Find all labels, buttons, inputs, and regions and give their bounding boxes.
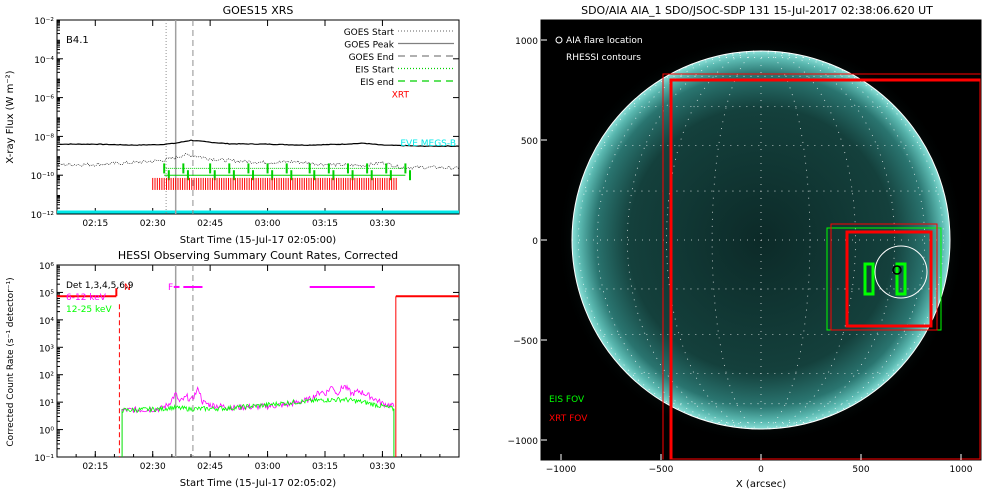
goes-x-axis: 02:15 02:30 02:45 03:00 03:15 03:30 bbox=[56, 20, 460, 229]
hessi-y-axis: 10⁻¹ 10⁰ 10¹ 10² 10³ 10⁴ 10⁵ 10⁶ bbox=[34, 262, 459, 464]
x-tick-label: 02:30 bbox=[140, 462, 166, 472]
y-tick-label: 10⁶ bbox=[39, 262, 54, 272]
flare-location-legend-icon bbox=[555, 36, 563, 44]
y-tick-label: 10⁴ bbox=[39, 317, 54, 327]
aia-legend-fov: XRT FOV bbox=[549, 414, 588, 424]
x-tick-label: 02:45 bbox=[197, 462, 223, 472]
aia-y-tick-label: −1000 bbox=[508, 437, 539, 447]
hessi-title: HESSI Observing Summary Count Rates, Cor… bbox=[118, 249, 398, 262]
aia-x-tick-label: −1000 bbox=[546, 465, 577, 475]
goes-legend-label: XRT bbox=[392, 91, 410, 101]
x-tick-label: 02:30 bbox=[140, 219, 166, 229]
y-tick-label: 10⁵ bbox=[39, 289, 54, 299]
xrt-fov-left-edge bbox=[669, 78, 981, 460]
hessi-x-axis: 02:15 02:30 02:45 03:00 03:15 03:30 bbox=[56, 265, 460, 472]
aia-flare-location bbox=[892, 265, 902, 275]
heliographic-grid bbox=[572, 50, 950, 430]
goes-legend: GOES Start GOES Peak GOES End EIS Start EIS … bbox=[344, 28, 454, 101]
y-tick-label: 10⁻⁴ bbox=[34, 56, 54, 66]
goes-title: GOES15 XRS bbox=[223, 4, 294, 17]
aia-x-tick-label: −500 bbox=[649, 465, 674, 475]
x-tick-label: 03:15 bbox=[312, 462, 338, 472]
goes-legend-label: EIS end bbox=[360, 78, 394, 88]
longitude-line bbox=[711, 50, 762, 430]
xrt-fov-inner bbox=[830, 223, 938, 331]
hessi-legend-label: 12-25 keV bbox=[66, 305, 112, 315]
y-tick-label: 10² bbox=[39, 372, 54, 382]
goes-legend-label: GOES Peak bbox=[344, 41, 394, 51]
aia-x-tick-label: 500 bbox=[852, 465, 869, 475]
aia-legend: AIA flare location RHESSI contours EIS FOV… bbox=[549, 36, 643, 424]
eve-label: EVE MEGS-B bbox=[400, 139, 456, 149]
hessi-legend-label: 6-12 keV bbox=[66, 293, 107, 303]
y-tick-label: 10⁻⁸ bbox=[34, 133, 54, 143]
y-tick-label: 10³ bbox=[39, 344, 54, 354]
y-tick-label: 10⁻⁶ bbox=[34, 95, 54, 105]
x-tick-label: 03:30 bbox=[369, 219, 395, 229]
hessi-panel: HESSI Observing Summary Count Rates, Cor… bbox=[6, 249, 460, 489]
aia-x-tick-label: 1000 bbox=[950, 465, 973, 475]
goes-plot-frame bbox=[56, 19, 460, 215]
goes-annotation: B4.1 bbox=[66, 35, 89, 46]
hessi-plot-frame bbox=[56, 264, 460, 458]
aia-legend-flare-location: AIA flare location bbox=[566, 36, 643, 46]
aia-y-tick-label: −500 bbox=[513, 337, 538, 347]
aia-title: SDO/AIA AIA_1 SDO/JSOC-SDP 131 15-Jul-20… bbox=[581, 4, 933, 17]
x-tick-label: 03:30 bbox=[369, 462, 395, 472]
aia-x-tick-label: 0 bbox=[758, 465, 764, 475]
fov-boxes bbox=[662, 73, 981, 460]
hessi-x-label: Start Time (15-Jul-17 02:05:02) bbox=[180, 478, 337, 489]
flare-marker-F: F bbox=[168, 283, 173, 293]
y-tick-label: 10⁻¹⁰ bbox=[31, 172, 55, 182]
y-tick-label: 10⁻² bbox=[34, 17, 54, 27]
x-tick-label: 03:15 bbox=[312, 219, 338, 229]
hessi-6-12-series bbox=[121, 384, 395, 414]
x-tick-label: 02:45 bbox=[197, 219, 223, 229]
hessi-y-label: Corrected Count Rate (s⁻¹ detector⁻¹) bbox=[6, 277, 16, 446]
goes-short-series bbox=[56, 153, 460, 171]
goes-legend-label: GOES Start bbox=[344, 28, 395, 38]
saa-marker-N: N bbox=[124, 283, 131, 293]
x-tick-label: 03:00 bbox=[255, 219, 281, 229]
y-tick-label: 10⁰ bbox=[39, 427, 54, 437]
eis-slit-left bbox=[863, 262, 875, 296]
goes-plot-area bbox=[56, 20, 460, 214]
goes-panel: GOES15 XRS 10⁻¹² 10⁻¹⁰ 10⁻⁸ 10⁻⁶ 10⁻⁴ 10⁻² 02… bbox=[5, 4, 460, 246]
aia-x-label: X (arcsec) bbox=[736, 479, 786, 490]
longitude-line bbox=[760, 50, 811, 430]
hessi-12-25-series bbox=[122, 396, 395, 413]
hessi-legend-label: Det 1,3,4,5,6,9 bbox=[66, 281, 134, 291]
goes-legend-label: GOES End bbox=[349, 53, 394, 63]
y-tick-label: 10⁻¹ bbox=[34, 454, 54, 464]
goes-x-label: Start Time (15-Jul-17 02:05:00) bbox=[180, 235, 337, 246]
aia-panel: SDO/AIA AIA_1 SDO/JSOC-SDP 131 15-Jul-20… bbox=[508, 4, 982, 490]
goes-y-label: X-ray Flux (W m⁻²) bbox=[5, 70, 16, 163]
x-tick-label: 03:00 bbox=[255, 462, 281, 472]
xrt-fov-thick bbox=[845, 230, 933, 328]
goes-y-axis: 10⁻¹² 10⁻¹⁰ 10⁻⁸ 10⁻⁶ 10⁻⁴ 10⁻² bbox=[31, 17, 459, 221]
aia-y-tick-label: 500 bbox=[521, 137, 538, 147]
x-tick-label: 02:15 bbox=[82, 219, 108, 229]
y-tick-label: 10⁻¹² bbox=[31, 211, 55, 221]
x-tick-label: 02:15 bbox=[82, 462, 108, 472]
eis-slit-right bbox=[895, 262, 907, 296]
aia-axes: −1000 −1000 −500 −500 0 0 500 500 1000 1000 bbox=[508, 37, 973, 475]
goes-long-series bbox=[56, 139, 460, 148]
xrt-fov-large bbox=[662, 73, 981, 460]
aia-legend-fov: EIS FOV bbox=[549, 395, 585, 405]
aia-y-tick-label: 0 bbox=[532, 237, 538, 247]
y-tick-label: 10¹ bbox=[39, 399, 54, 409]
aia-y-tick-label: 1000 bbox=[515, 37, 538, 47]
aia-legend-rhessi: RHESSI contours bbox=[566, 53, 641, 63]
goes-legend-label: EIS Start bbox=[355, 66, 394, 76]
hessi-legend: Det 1,3,4,5,6,9 6-12 keV 12-25 keV bbox=[66, 281, 134, 315]
rhessi-contour bbox=[874, 245, 928, 299]
